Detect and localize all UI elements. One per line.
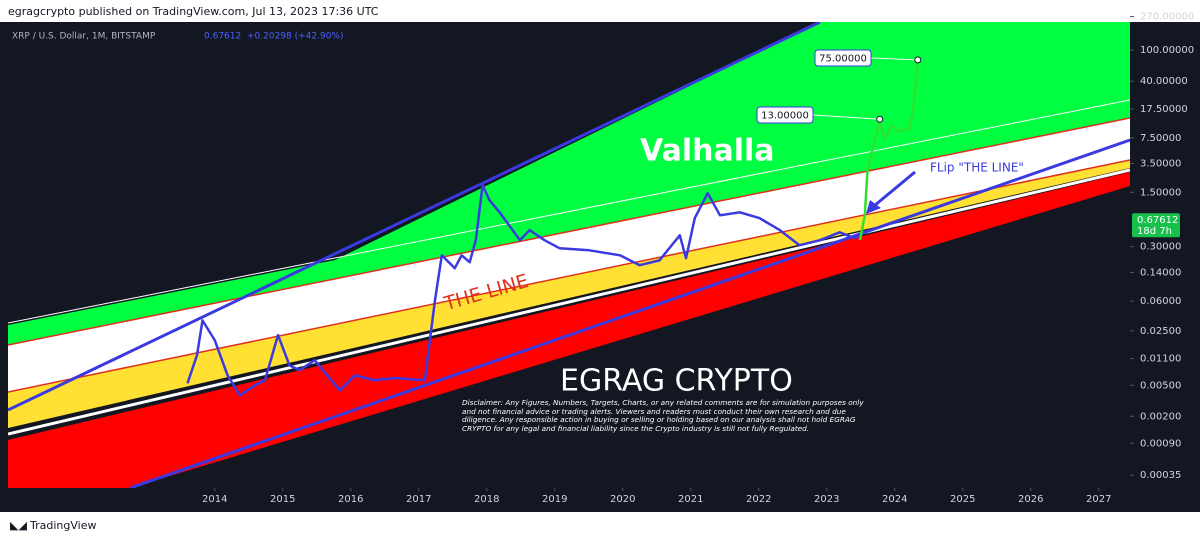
x-tick-label: 2023 bbox=[814, 494, 839, 505]
y-tick-label: 3.50000 bbox=[1140, 159, 1181, 170]
zone-line bbox=[8, 99, 1130, 324]
footer-bar bbox=[0, 512, 1200, 540]
symbol: XRP / U.S. Dollar, 1M, BITSTAMP bbox=[12, 32, 156, 42]
countdown: 18d 7h bbox=[1137, 226, 1172, 237]
y-tick-label: 100.00000 bbox=[1140, 45, 1194, 56]
change: +0.20298 (+42.90%) bbox=[247, 32, 344, 42]
x-tick-label: 2014 bbox=[202, 494, 227, 505]
white-zone bbox=[8, 118, 1130, 392]
header-bar bbox=[0, 0, 1200, 22]
zone-line bbox=[8, 159, 1130, 393]
flip-label: FLip "THE LINE" bbox=[930, 161, 1024, 175]
y-tick-label: 7.50000 bbox=[1140, 133, 1181, 144]
target-leader bbox=[812, 114, 880, 120]
disclaimer: Disclaimer: Any Figures, Numbers, Target… bbox=[462, 398, 864, 433]
arrow-head bbox=[866, 200, 881, 214]
zone-line bbox=[8, 168, 1130, 436]
y-tick-label: 17.50000 bbox=[1140, 104, 1188, 115]
y-tick-label: 0.30000 bbox=[1140, 242, 1181, 253]
y-tick-label: 0.14000 bbox=[1140, 268, 1181, 279]
x-tick-label: 2019 bbox=[542, 494, 567, 505]
y-tick-label: 0.00500 bbox=[1140, 380, 1181, 391]
x-tick-label: 2022 bbox=[746, 494, 771, 505]
x-tick-label: 2024 bbox=[882, 494, 907, 505]
x-tick-label: 2020 bbox=[610, 494, 635, 505]
y-tick-label: 0.00200 bbox=[1140, 411, 1181, 422]
x-tick-label: 2015 bbox=[270, 494, 295, 505]
price-line bbox=[186, 183, 866, 397]
red-zone bbox=[8, 172, 1130, 488]
brand-logo: ◣◢ bbox=[10, 519, 27, 532]
target-label: 13.00000 bbox=[761, 111, 809, 122]
y-tick-label: 0.00090 bbox=[1140, 438, 1181, 449]
price-tag-label: 0.67612 bbox=[1137, 215, 1178, 226]
target-box bbox=[756, 106, 814, 124]
author: EGRAG CRYPTO bbox=[560, 364, 793, 399]
green-zone bbox=[8, 22, 1130, 345]
series bbox=[186, 59, 920, 397]
x-tick-label: 2025 bbox=[950, 494, 975, 505]
x-tick-label: 2016 bbox=[338, 494, 363, 505]
y-tick-label: 270.00000 bbox=[1140, 12, 1194, 23]
zones bbox=[8, 22, 1130, 488]
target-label: 75.00000 bbox=[819, 54, 867, 65]
last-price: 0.67612 bbox=[204, 32, 241, 42]
price-line bbox=[858, 59, 920, 241]
target-box bbox=[814, 49, 872, 67]
y-tick-label: 40.00000 bbox=[1140, 76, 1188, 87]
target-point bbox=[876, 115, 884, 123]
target-point bbox=[914, 56, 922, 64]
x-tick-label: 2027 bbox=[1086, 494, 1111, 505]
x-tick-label: 2026 bbox=[1018, 494, 1043, 505]
zone-label: Valhalla bbox=[640, 134, 775, 169]
arrow bbox=[873, 170, 916, 208]
y-tick-label: 1.50000 bbox=[1140, 187, 1181, 198]
y-tick-label: 0.01100 bbox=[1140, 354, 1181, 365]
publisher: egragcrypto published on TradingView.com… bbox=[8, 5, 379, 18]
channel-line bbox=[8, 22, 821, 412]
x-tick-label: 2018 bbox=[474, 494, 499, 505]
zone-line bbox=[8, 117, 1130, 346]
channel-line bbox=[129, 138, 1130, 488]
price-tag bbox=[1132, 213, 1180, 238]
x-tick-label: 2021 bbox=[678, 494, 703, 505]
y-tick-label: 0.02500 bbox=[1140, 326, 1181, 337]
y-tick-label: 0.00035 bbox=[1140, 470, 1181, 481]
y-tick-label: 0.06000 bbox=[1140, 296, 1181, 307]
target-leader bbox=[870, 57, 918, 61]
x-tick-label: 2017 bbox=[406, 494, 431, 505]
brand: TradingView bbox=[29, 519, 96, 532]
